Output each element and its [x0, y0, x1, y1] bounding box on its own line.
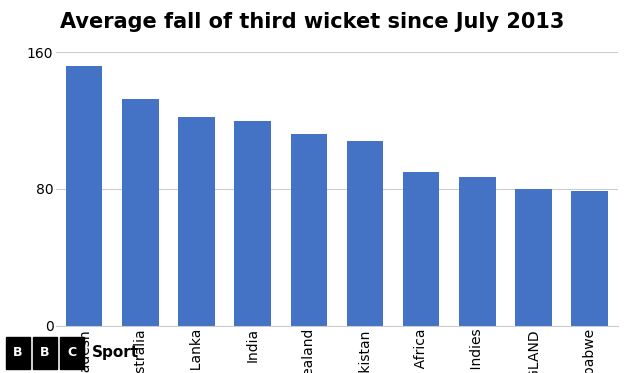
Bar [60, 337, 84, 369]
Bar [178, 117, 215, 326]
Bar [235, 121, 271, 326]
Bar [403, 172, 439, 326]
Bar [66, 66, 102, 326]
Bar [291, 134, 327, 326]
Text: Sport: Sport [92, 345, 139, 360]
Bar [347, 141, 383, 326]
Bar [572, 191, 608, 326]
Bar [6, 337, 30, 369]
Text: C: C [67, 346, 76, 359]
Text: B: B [40, 346, 50, 359]
Text: Average fall of third wicket since July 2013: Average fall of third wicket since July … [60, 13, 564, 32]
Bar [122, 98, 158, 326]
Bar [33, 337, 57, 369]
Bar [515, 189, 552, 326]
Text: B: B [13, 346, 23, 359]
Bar [459, 177, 495, 326]
